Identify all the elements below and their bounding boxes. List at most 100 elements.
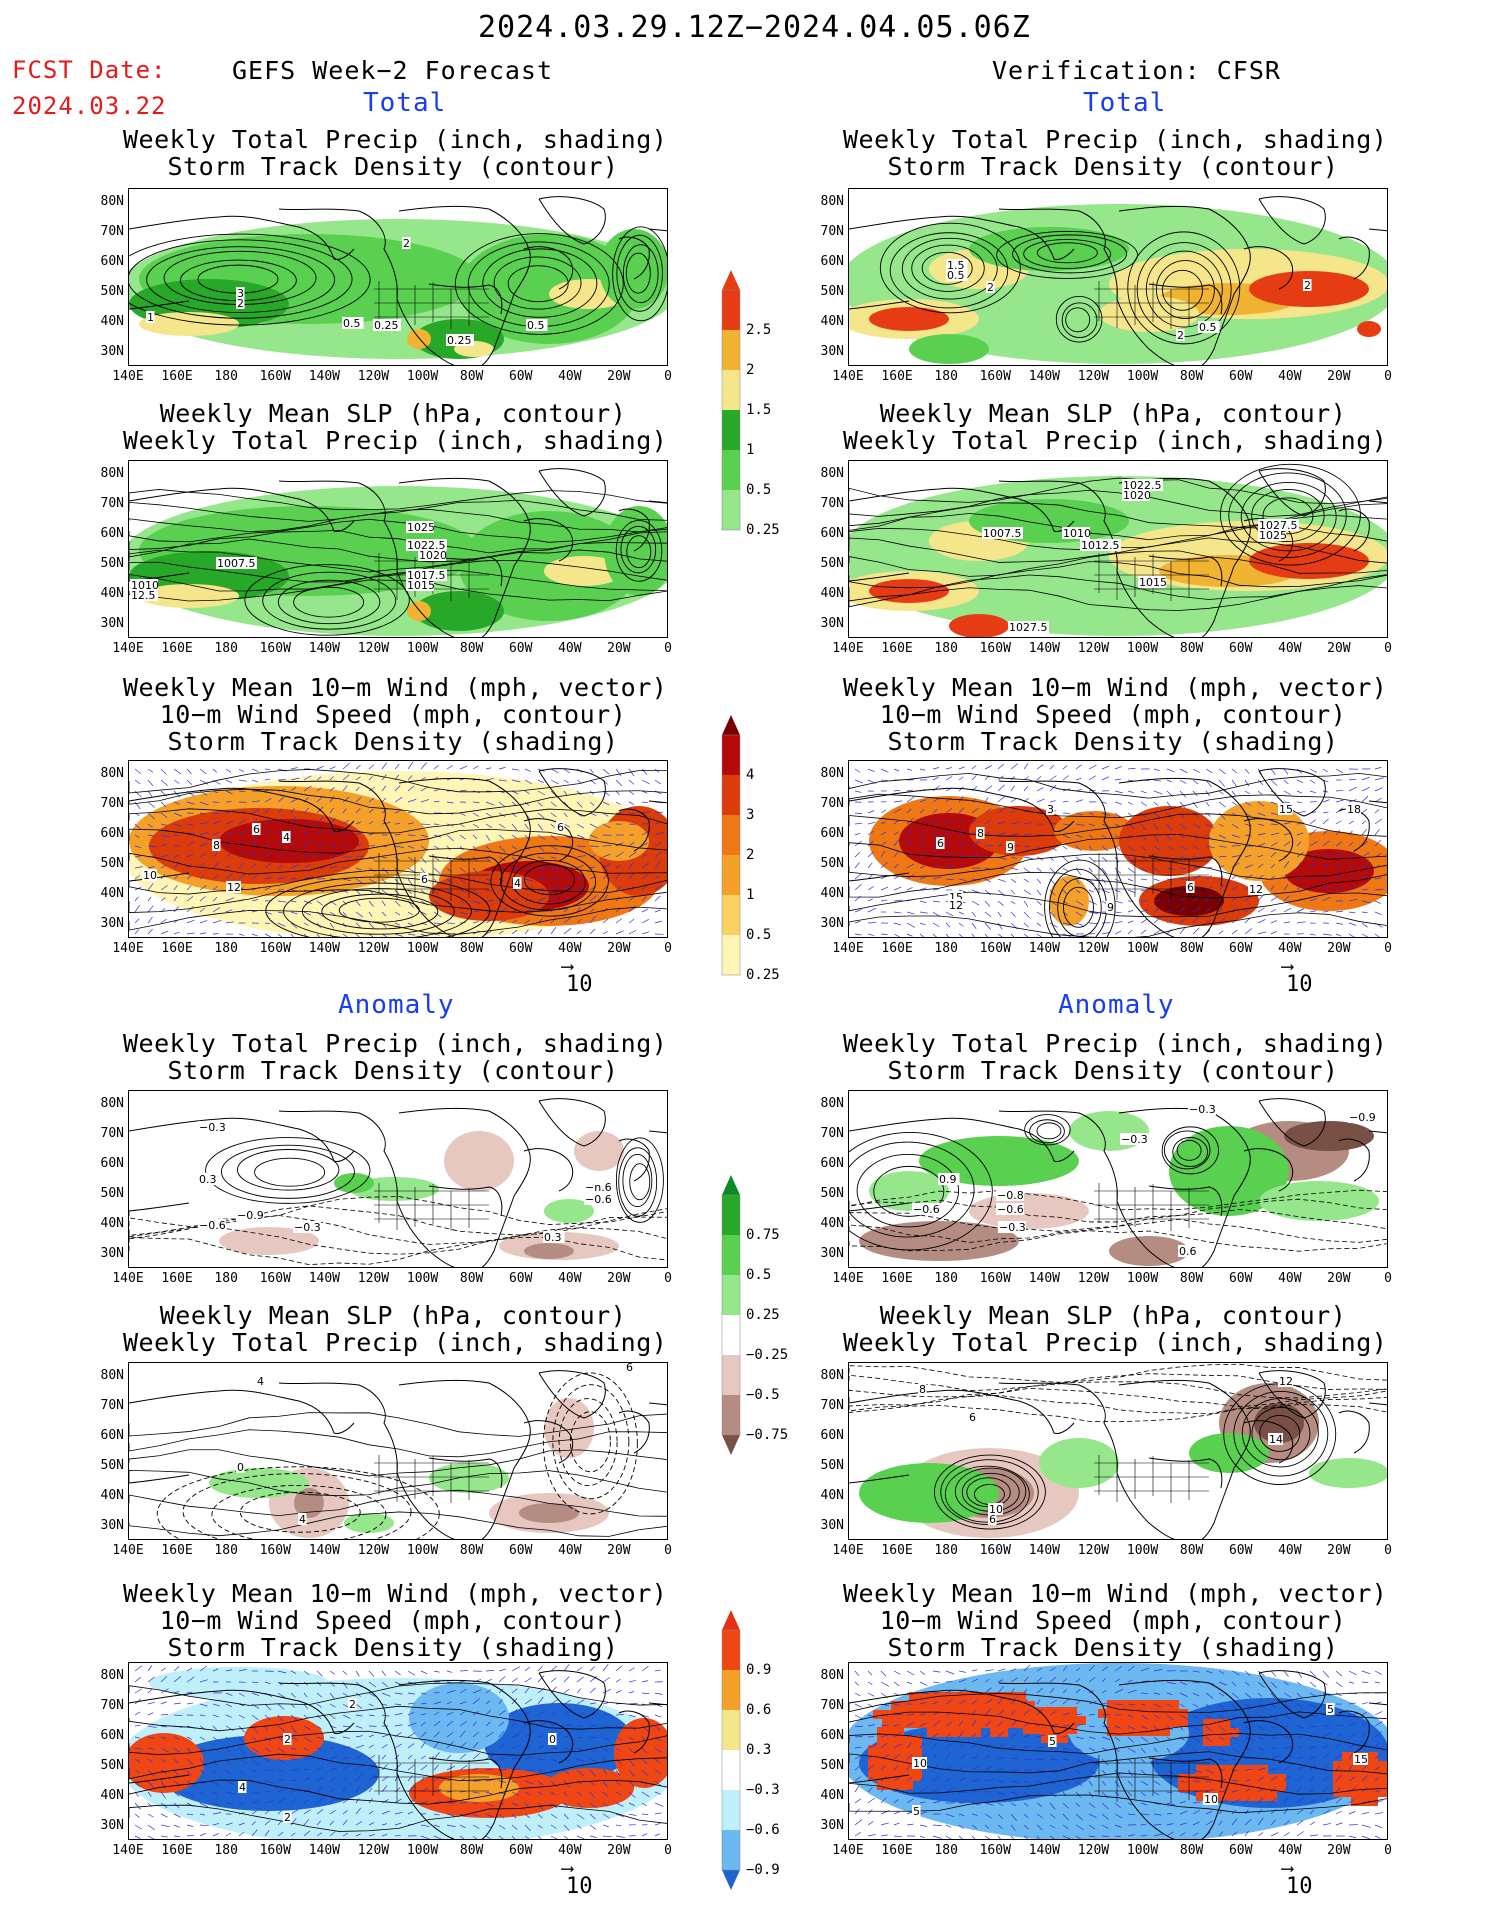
lon-label: 20W	[607, 941, 631, 956]
shade-region	[129, 1733, 204, 1793]
contour-label: 2	[987, 281, 994, 294]
shade-cell	[972, 1719, 981, 1728]
contour-line	[849, 513, 1387, 541]
contour-line	[338, 897, 420, 923]
shade-cell	[1068, 1716, 1077, 1725]
lon-label: 140E	[112, 941, 144, 956]
contour-line	[1163, 1130, 1211, 1170]
lon-label: 160W	[979, 641, 1011, 656]
contour-line	[129, 808, 667, 834]
contour-label-bg	[130, 589, 158, 601]
colorbar-segment	[722, 1315, 740, 1355]
contour-line	[849, 1132, 993, 1251]
lon-label: 140W	[308, 1843, 341, 1858]
map-panel-pa-f: −0.3 0.3 −0.6 −0.9 −0.3 −n.6 −0.6 0.3	[128, 1090, 668, 1268]
shade-cell	[990, 1710, 999, 1719]
lon-label: 20W	[607, 1543, 631, 1558]
shade-cell	[963, 1692, 972, 1701]
shade-cell	[1152, 1718, 1161, 1727]
contour-label: 0.5	[947, 269, 965, 282]
lon-label: 80W	[459, 369, 484, 384]
shade-cell	[1205, 1774, 1214, 1783]
contour-line	[849, 502, 1387, 528]
shade-cell	[981, 1692, 990, 1701]
lon-label: 140W	[1028, 1843, 1061, 1858]
shade-cell	[877, 1727, 886, 1736]
contour-label-bg	[976, 827, 985, 839]
shade-cell	[868, 1745, 877, 1754]
contour-label: 0	[237, 1461, 244, 1474]
contour-line	[1161, 1126, 1219, 1175]
contour-label: −0.3	[999, 1221, 1026, 1234]
shade-region	[189, 239, 309, 279]
colorbar-label: 1	[746, 887, 755, 903]
lon-label: 160W	[259, 941, 291, 956]
shade-region	[1254, 1403, 1304, 1443]
contour-label: 6	[253, 823, 260, 836]
shade-cell	[900, 1710, 909, 1719]
contour-label-bg	[982, 527, 1023, 539]
contour-line	[849, 477, 1387, 504]
shade-cell	[886, 1754, 895, 1763]
map-canvas: 2 2 4 0 2	[129, 1663, 667, 1839]
shade-region	[219, 1227, 319, 1255]
shade-cell	[1369, 1770, 1378, 1779]
contour-line	[182, 1473, 412, 1539]
shade-cell	[1008, 1719, 1017, 1728]
shade-cell	[954, 1719, 963, 1728]
lon-label: 160W	[979, 1543, 1011, 1558]
map-panel-pa-v: −0.3 −0.9 0.9 −0.6 −0.6 −0.3 −0.8 −0.3 0.6	[848, 1090, 1388, 1268]
contour-label-bg	[998, 1221, 1026, 1233]
map-canvas: 1007.5 10101012.51022.510201027.510251015…	[849, 463, 1387, 637]
lon-label: 0	[664, 1543, 672, 1558]
shade-cell	[1152, 1727, 1161, 1736]
map-panel-w-v: 6 8 9 3 15 12 9 6 12 15 18	[848, 760, 1388, 938]
lon-label: 20W	[607, 641, 631, 656]
contour-line	[129, 518, 667, 543]
lon-label: 160E	[881, 1843, 913, 1858]
lon-label: 100W	[1126, 641, 1159, 656]
colorbar-label: −0.9	[746, 1862, 780, 1878]
lon-label: 160W	[259, 1843, 291, 1858]
colorbar-label: 2.5	[746, 322, 772, 338]
lon-label: 120W	[357, 641, 390, 656]
lon-label: 20W	[607, 1843, 631, 1858]
shade-cell	[1008, 1692, 1017, 1701]
lat-label: 30N	[100, 344, 124, 359]
lon-label: 180	[214, 941, 238, 956]
panel-title-line: Storm Track Density (shading)	[887, 727, 1339, 756]
lon-label: 80W	[459, 1843, 484, 1858]
contour-label-bg	[912, 1805, 921, 1817]
shade-region	[544, 556, 624, 586]
lat-label: 80N	[100, 1368, 124, 1383]
contour-line	[620, 525, 657, 574]
lat-label: 70N	[820, 224, 844, 239]
shade-cell	[1351, 1797, 1360, 1806]
coastlines	[129, 1370, 667, 1539]
contour-label: −n.6	[585, 1181, 612, 1194]
contour-line	[146, 246, 336, 313]
lon-label: 40W	[558, 369, 582, 384]
shade-cell	[1250, 1792, 1259, 1801]
lat-label: 30N	[100, 1246, 124, 1261]
contour-line	[921, 251, 973, 285]
contour-line	[265, 876, 491, 937]
shade-cell	[1351, 1761, 1360, 1770]
vector-scale-value: 10	[1286, 972, 1313, 997]
lat-label: 70N	[820, 1398, 844, 1413]
shade-cell	[1161, 1700, 1170, 1709]
contour-line	[944, 1465, 1030, 1523]
contour-line	[129, 1449, 667, 1477]
contour-line	[129, 538, 667, 563]
shade-region	[574, 1131, 624, 1171]
map-panel-wa-f: 2 2 4 0 2	[128, 1662, 668, 1840]
section-total-left: Total	[363, 88, 447, 118]
shade-cell	[1232, 1783, 1241, 1792]
shade-cell	[954, 1692, 963, 1701]
panel-title-line: Weekly Mean SLP (hPa, contour)	[159, 399, 627, 428]
colorbar-label: −0.3	[746, 1782, 780, 1798]
contour-label-bg	[1278, 1375, 1293, 1387]
coastlines	[849, 196, 1387, 365]
